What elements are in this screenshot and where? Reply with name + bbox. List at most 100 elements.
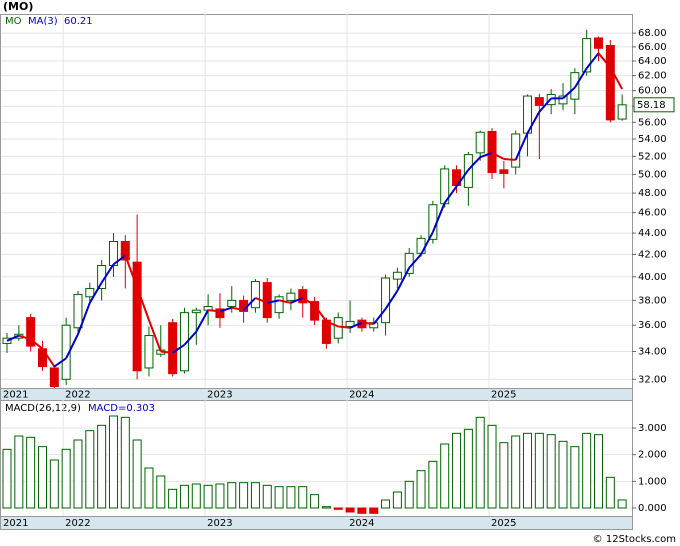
candle-body	[582, 38, 592, 73]
x-tick-label: 2025	[491, 390, 516, 401]
ma-line	[18, 334, 31, 341]
macd-bar	[298, 486, 308, 509]
panel-title: MACD(26,12,9)	[5, 403, 81, 414]
macd-bar	[511, 435, 521, 509]
y-tick-label: 1.000	[638, 476, 667, 487]
ma-line	[455, 169, 470, 188]
x-tick-label: 2021	[3, 390, 28, 401]
y-tick-label: 38.00	[638, 295, 667, 306]
ma-line	[65, 333, 79, 359]
macd-bar	[463, 428, 473, 509]
macd-bar	[179, 484, 189, 509]
ma-line	[384, 290, 399, 310]
ma-line	[514, 132, 529, 161]
macd-bar	[61, 448, 71, 509]
macd-bar	[617, 499, 627, 509]
macd-bar	[215, 483, 225, 509]
macd-bar	[321, 506, 331, 509]
candle-body	[511, 133, 521, 168]
x-axis-strip	[0, 388, 633, 401]
ma-line	[338, 325, 351, 329]
candle-body	[286, 292, 296, 301]
candle-body	[227, 299, 237, 307]
x-tick-label: 2022	[65, 390, 90, 401]
y-tick-label: 52.00	[638, 151, 667, 162]
x-tick-label: 2023	[207, 518, 232, 529]
ma-line	[278, 299, 292, 304]
y-tick-label: 2.000	[638, 450, 667, 461]
y-tick-label: 3.000	[638, 423, 667, 434]
y-tick-label: 40.00	[638, 272, 667, 283]
y-tick-label: 68.00	[638, 28, 667, 39]
y-tick-label: 64.00	[638, 56, 667, 67]
candle-body	[345, 320, 355, 327]
ma-line	[195, 309, 209, 333]
ma-line	[100, 263, 115, 284]
ma-line	[124, 255, 139, 288]
y-tick-label: 48.00	[638, 188, 667, 199]
ma-line	[609, 67, 624, 90]
macd-bar	[416, 470, 426, 509]
ma-line	[361, 321, 374, 325]
y-tick-label: 32.00	[638, 374, 667, 385]
macd-bar	[14, 435, 24, 509]
candle-body	[274, 296, 284, 314]
macd-bar	[357, 507, 367, 514]
ma-line	[479, 151, 493, 159]
candle-body	[26, 317, 36, 347]
macd-bar	[156, 475, 166, 509]
macd-bar	[85, 430, 95, 509]
macd-bar	[262, 484, 272, 509]
candle-body	[499, 169, 509, 174]
macd-bar	[570, 446, 580, 509]
y-tick-label: 50.00	[638, 169, 667, 180]
ma-line	[562, 86, 576, 100]
macd-bar	[582, 432, 592, 509]
ma-line	[313, 304, 328, 323]
macd-bar	[108, 415, 118, 509]
candle-body	[85, 287, 95, 298]
candle-body	[168, 322, 178, 375]
candle-body	[475, 131, 485, 154]
ma-line	[183, 330, 198, 346]
macd-bar	[26, 436, 36, 509]
ma-line	[431, 202, 446, 233]
y-tick-label: 62.00	[638, 71, 667, 82]
ma-line	[77, 302, 91, 335]
macd-bar	[168, 488, 178, 509]
x-tick-label: 2023	[207, 390, 232, 401]
macd-bar	[191, 483, 201, 509]
macd-bar	[203, 484, 213, 509]
macd-bar	[404, 480, 414, 509]
ma-line	[538, 97, 552, 113]
macd-bar	[274, 486, 284, 509]
y-tick-label: 42.00	[638, 249, 667, 260]
x-tick-label: 2024	[349, 390, 374, 401]
candle-body	[392, 271, 402, 280]
y-tick-label: 34.00	[638, 346, 667, 357]
candle-body	[594, 37, 603, 49]
macd-bar	[310, 494, 320, 509]
ma-line	[526, 111, 541, 134]
y-tick-label: 46.00	[638, 208, 667, 219]
candle-body	[534, 97, 544, 106]
candle-body	[250, 280, 260, 309]
ma-line	[219, 306, 233, 313]
candle-body	[2, 337, 12, 344]
candle-body	[298, 289, 308, 304]
ma-line	[326, 320, 339, 328]
y-tick-label: 36.00	[638, 320, 667, 331]
macd-bar	[534, 432, 544, 509]
legend-entry: MACD=0.303	[88, 403, 155, 414]
candle-body	[381, 277, 391, 324]
ma-line	[53, 357, 67, 368]
candle-body	[73, 293, 83, 329]
macd-bar	[369, 507, 379, 514]
macd-bar	[487, 424, 497, 509]
macd-bar	[594, 434, 603, 509]
macd-bar	[227, 482, 237, 509]
legend-value: 60.21	[64, 16, 93, 27]
macd-bar	[381, 499, 391, 509]
x-tick-label: 2021	[3, 518, 28, 529]
macd-bar	[333, 507, 343, 510]
